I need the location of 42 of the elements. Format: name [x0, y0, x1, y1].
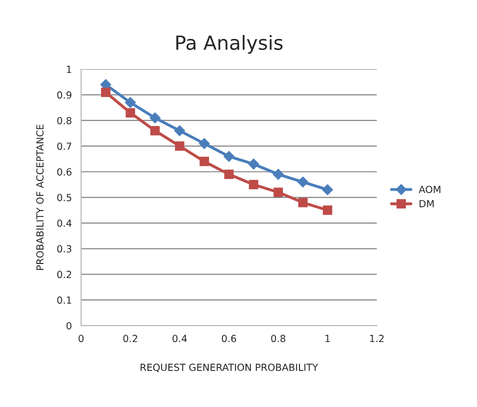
y-tick-label: 0.1 — [57, 296, 72, 304]
y-tick-label: 0.6 — [57, 168, 72, 176]
y-tick-label: 0.4 — [57, 220, 72, 227]
y-tick-label: 0.2 — [57, 270, 72, 278]
x-tick-label: 0 — [78, 334, 84, 342]
x-tick-label: 0.4 — [172, 334, 187, 342]
point — [274, 188, 283, 197]
y-tick-label: 0.5 — [57, 194, 72, 202]
point — [150, 126, 160, 136]
x-tick-label: 0.8 — [271, 334, 286, 342]
y-tick-label: 0.8 — [57, 116, 72, 124]
y-tick-label: 0.7 — [57, 142, 72, 150]
y-tick-label: 0.3 — [57, 245, 72, 253]
point — [224, 150, 234, 162]
x-axis-title: REQUEST GENERATION PROBABILITY — [140, 364, 318, 372]
x-tick-label: 0.6 — [222, 334, 236, 342]
point — [297, 176, 308, 188]
legend-label: DM — [420, 200, 434, 208]
y-tick-label: 0.9 — [57, 91, 72, 99]
point — [248, 180, 258, 190]
point — [150, 112, 160, 124]
x-tick-label: 0.2 — [123, 334, 138, 342]
point — [224, 170, 234, 180]
y-axis-title: PROBABILITY OF ACCEPTANCE — [36, 124, 44, 270]
legend-label: AOM — [418, 186, 440, 194]
point — [126, 108, 136, 118]
chart-title: Pa Analysis — [176, 34, 283, 54]
point — [174, 125, 186, 136]
point — [124, 97, 136, 108]
point — [272, 168, 284, 180]
point — [198, 138, 210, 149]
x-tick-label: 1.2 — [370, 334, 384, 342]
y-tick-label: 1 — [66, 66, 72, 73]
point — [200, 156, 209, 166]
point — [248, 158, 260, 170]
point — [322, 184, 333, 196]
point — [101, 88, 110, 97]
point — [298, 198, 308, 208]
point — [322, 206, 332, 215]
point — [174, 141, 184, 151]
x-tick-label: 1 — [326, 334, 330, 342]
y-tick-label: 0 — [66, 322, 72, 330]
